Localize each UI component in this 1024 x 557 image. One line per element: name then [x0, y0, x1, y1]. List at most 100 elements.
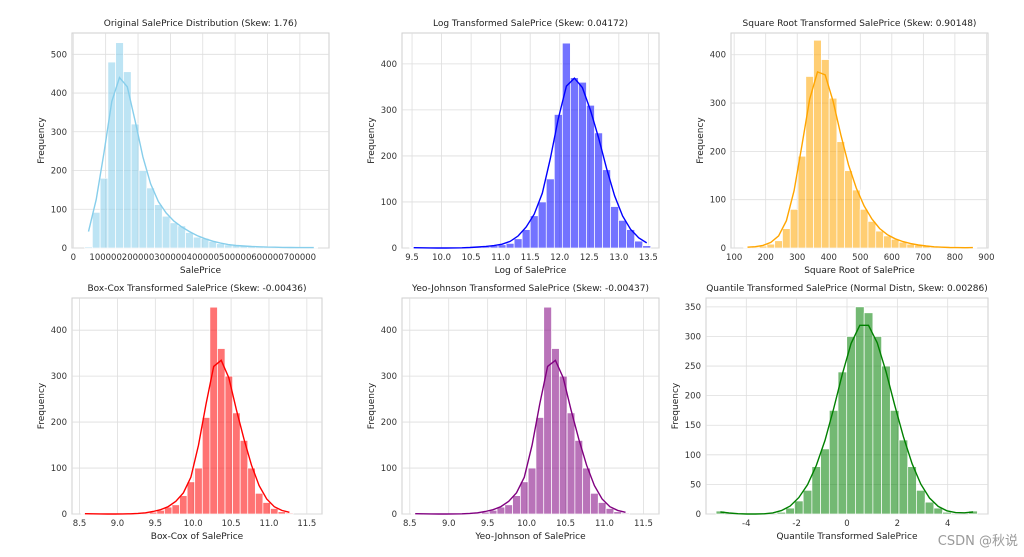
y-axis-label: Frequency [37, 382, 47, 429]
x-tick-label: 9.5 [481, 519, 495, 529]
x-tick-label: -4 [742, 519, 750, 529]
histogram-bar [774, 240, 783, 249]
y-tick-label: 0 [392, 510, 397, 520]
histogram-bar [867, 221, 877, 249]
x-tick-label: 9.5 [405, 253, 419, 263]
chart-title: Quantile Transformed SalePrice (Normal D… [706, 284, 988, 294]
x-tick-label: 9.0 [442, 519, 456, 529]
histogram-bar [933, 507, 943, 515]
histogram-bar [216, 243, 225, 249]
x-tick-label: 12.0 [550, 253, 569, 263]
histogram-bar [618, 220, 627, 249]
y-tick-label: 200 [51, 418, 67, 428]
x-tick-label: 8.5 [73, 519, 87, 529]
histogram-bar [537, 201, 547, 249]
histogram-bar [855, 306, 865, 515]
histogram-bar [247, 467, 256, 515]
x-tick-label: 300000 [154, 253, 186, 263]
y-tick-label: 0 [696, 510, 701, 520]
histogram-bar [504, 504, 513, 515]
x-tick-label: 12.5 [580, 253, 599, 263]
y-tick-label: 300 [51, 372, 67, 382]
histogram-bar [621, 512, 630, 515]
histogram-bar [782, 228, 791, 249]
histogram-bar [597, 502, 607, 515]
histogram-bar [513, 238, 523, 249]
histogram-bar [529, 215, 539, 249]
y-tick-label: 250 [685, 362, 701, 372]
histogram-bar [254, 492, 264, 515]
kde-line [720, 324, 974, 515]
histogram-bar [582, 467, 591, 515]
histogram-bar [574, 440, 584, 515]
histogram-bar [898, 439, 909, 515]
kde-line [84, 359, 290, 515]
x-tick-label: 11.5 [297, 519, 316, 529]
histogram-bar [169, 222, 179, 249]
histogram-bar [907, 466, 917, 515]
x-tick-label: 500000 [219, 253, 251, 263]
histogram-bar [527, 467, 537, 515]
y-tick-label: 0 [62, 510, 67, 520]
kde-line [413, 77, 648, 249]
histogram-bar [883, 235, 892, 249]
x-axis-label: SalePrice [180, 266, 222, 276]
x-tick-label: 8.5 [403, 519, 417, 529]
y-tick-label: 200 [685, 392, 701, 402]
histogram-bar [836, 141, 846, 249]
y-tick-label: 100 [685, 451, 701, 461]
y-tick-label: 0 [62, 244, 67, 254]
x-tick-label: 10.5 [222, 519, 241, 529]
histogram-bar [92, 212, 101, 249]
histogram-bar [185, 232, 194, 249]
y-axis-label: Frequency [37, 117, 47, 164]
histogram-bar [789, 208, 799, 249]
histogram-bar [916, 489, 926, 515]
histogram-bar [161, 215, 171, 249]
y-tick-label: 100 [381, 464, 397, 474]
y-tick-label: 400 [381, 326, 397, 336]
histogram-bar [890, 238, 900, 249]
y-tick-label: 200 [381, 152, 397, 162]
x-tick-label: 10.0 [432, 253, 451, 263]
x-axis-label: Box-Cox of SalePrice [151, 532, 244, 542]
histogram-bar [194, 467, 203, 515]
histogram-bar [262, 502, 271, 515]
histogram-bar [217, 348, 226, 515]
y-tick-label: 300 [710, 99, 726, 109]
x-tick-label: 11.0 [260, 519, 279, 529]
x-tick-label: 500 [852, 253, 868, 263]
histogram-bar [277, 511, 286, 515]
chart-title: Original SalePrice Distribution (Skew: 1… [104, 19, 298, 29]
histogram-bar [192, 236, 202, 249]
kde-line [747, 70, 973, 249]
y-tick-label: 400 [381, 60, 397, 70]
histogram-bar [898, 241, 908, 249]
histogram-bar [605, 508, 615, 515]
x-tick-label: 10.5 [462, 253, 481, 263]
histogram-bar [859, 208, 869, 249]
histogram-bar [797, 155, 807, 249]
kde-line [415, 359, 626, 515]
x-tick-label: 13.5 [639, 253, 658, 263]
y-tick-label: 350 [685, 303, 701, 313]
histogram-bar [602, 169, 611, 249]
x-tick-label: 11.5 [521, 253, 540, 263]
x-tick-label: 400 [821, 253, 837, 263]
histogram-bar [578, 81, 587, 249]
x-tick-label: 200000 [122, 253, 154, 263]
histogram-bar [179, 495, 188, 515]
histogram-bar [545, 178, 555, 249]
x-axis-label: Log of SalePrice [495, 266, 567, 276]
y-tick-label: 50 [690, 480, 701, 490]
histogram-bar [766, 243, 776, 249]
y-axis-label: Frequency [367, 382, 377, 429]
y-tick-label: 0 [721, 244, 726, 254]
x-tick-label: 0 [844, 519, 849, 529]
chart-title: Yeo-Johnson Transformed SalePrice (Skew:… [411, 284, 649, 294]
x-tick-label: 11.5 [634, 519, 653, 529]
histogram-bar [543, 306, 552, 515]
y-tick-label: 200 [51, 167, 67, 177]
chart-3: 100 200 300 400 500 600 700 800 9000100200300400… [696, 19, 995, 276]
histogram-bar [820, 448, 830, 515]
